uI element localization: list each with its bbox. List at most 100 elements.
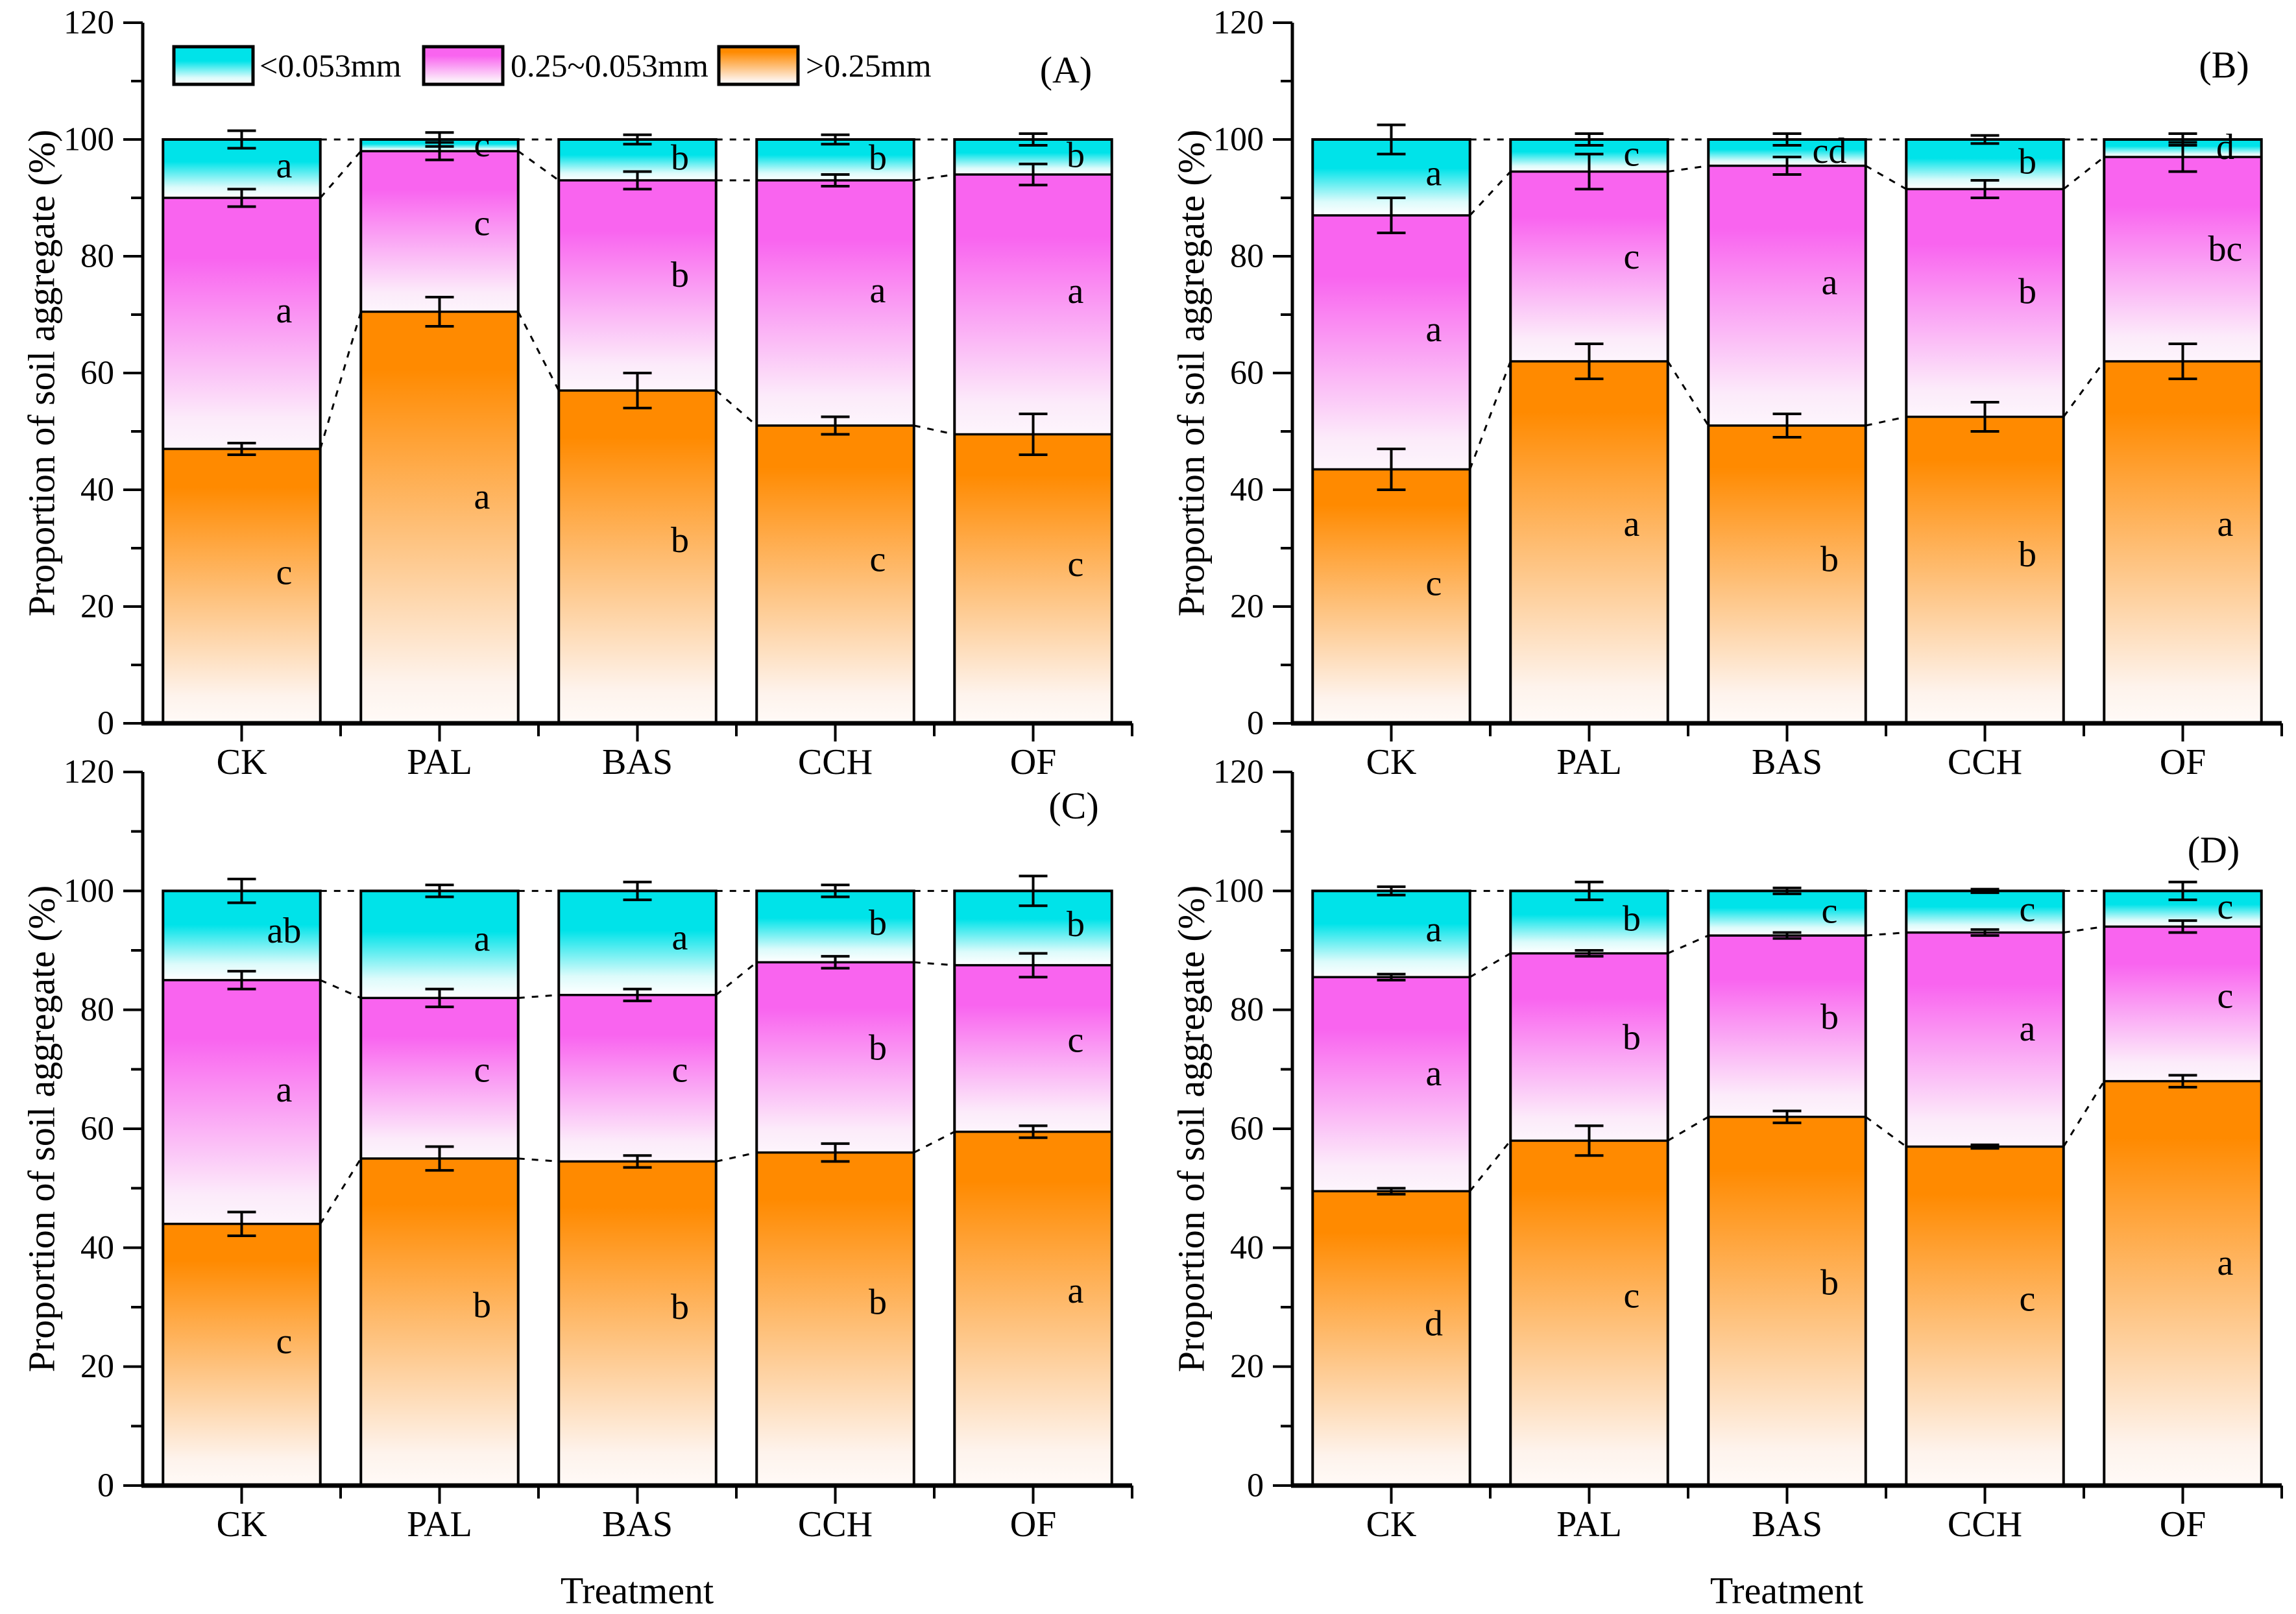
error-bar-BAS-gt025: [623, 372, 652, 409]
segment-PAL-mid: [361, 998, 518, 1159]
segment-CCH-gt025: [756, 426, 914, 723]
connector-dashed: [517, 311, 560, 391]
segment-OF-mid: [2104, 157, 2262, 361]
bar-CK: [162, 889, 322, 1488]
y-axis-title: Proportion of soil aggregate (%): [21, 130, 63, 617]
bar-CCH: [755, 138, 915, 725]
legend-label-gt025: >0.25mm: [806, 47, 932, 84]
sig-letter-CK-lt053: a: [1426, 909, 1442, 950]
error-bar-PAL-gt025: [425, 1145, 454, 1172]
bar-PAL: [359, 889, 520, 1488]
connector-dashed: [2062, 361, 2105, 418]
error-bar-BAS-lt053: [623, 880, 652, 902]
x-tick-label-BAS: BAS: [1752, 1504, 1822, 1545]
x-tick-label-OF: OF: [1010, 1504, 1057, 1545]
y-tick-label: 60: [1230, 1111, 1264, 1148]
error-bar-OF-gt025: [1019, 413, 1048, 456]
legend-swatch-lt053: [172, 45, 255, 86]
x-axis-title: Treatment: [1710, 1570, 1863, 1612]
sig-letter-BAS-lt053: a: [672, 918, 688, 958]
error-bar-CK-lt053: [227, 878, 256, 904]
bar-CCH: [1905, 889, 2065, 1488]
error-bar-CK-gt025: [1377, 448, 1406, 491]
y-tick-label: 120: [1213, 5, 1264, 42]
segment-BAS-gt025: [559, 391, 716, 723]
segment-BAS-gt025: [1708, 1116, 1866, 1486]
bar-CCH: [755, 889, 915, 1488]
sig-letter-OF-lt053: b: [1067, 904, 1085, 945]
y-tick-label: 80: [1230, 991, 1264, 1028]
panel-letter: (B): [2199, 44, 2249, 86]
error-bar-CCH-mid: [821, 173, 850, 187]
error-bar-BAS-lt053: [1772, 886, 1802, 895]
error-bar-OF-lt053: [1019, 874, 1048, 908]
segment-CK-gt025: [163, 449, 320, 723]
connector-dashed: [716, 1151, 757, 1162]
error-bar-PAL-lt053: [425, 131, 454, 148]
y-tick-label: 80: [80, 991, 114, 1028]
error-bar-CCH-mid: [821, 955, 850, 970]
bar-PAL: [1509, 138, 1669, 725]
error-bar-BAS-mid: [1772, 156, 1802, 176]
connector-dashed: [1865, 932, 1907, 937]
sig-letter-BAS-gt025: b: [1820, 1262, 1839, 1303]
segment-CK-mid: [163, 198, 320, 449]
segment-CK-lt053: [1312, 891, 1470, 978]
sig-letter-PAL-gt025: a: [474, 477, 490, 517]
sig-letter-PAL-gt025: b: [473, 1286, 491, 1326]
y-tick-label: 0: [1247, 705, 1264, 742]
error-bar-CK-gt025: [227, 1210, 256, 1237]
bar-CCH: [1905, 138, 2065, 725]
sig-letter-OF-mid: bc: [2208, 229, 2243, 269]
error-bar-BAS-gt025: [1772, 413, 1802, 439]
y-tick-label: 20: [80, 1348, 114, 1385]
error-bar-PAL-gt025: [425, 296, 454, 328]
segment-PAL-lt053: [1510, 891, 1668, 954]
error-bar-PAL-mid: [1575, 152, 1604, 191]
error-bar-CK-gt025: [1377, 1186, 1406, 1196]
legend-swatch-gt025: [717, 45, 800, 86]
error-bar-OF-lt053: [2168, 880, 2197, 902]
segment-BAS-mid: [559, 994, 716, 1162]
sig-letter-CK-mid: a: [276, 291, 293, 331]
segment-PAL-mid: [1510, 171, 1668, 361]
x-tick-label-CK: CK: [1366, 742, 1417, 782]
sig-letter-OF-gt025: a: [2217, 504, 2234, 544]
sig-letter-PAL-lt053: c: [1624, 134, 1640, 174]
error-bar-OF-mid: [2168, 919, 2197, 934]
error-bar-CCH-mid: [1970, 928, 2000, 937]
error-bar-BAS-mid: [623, 170, 652, 191]
sig-letter-OF-gt025: c: [1068, 544, 1084, 584]
x-tick-label-CK: CK: [217, 742, 267, 782]
error-bar-PAL-lt053: [1575, 880, 1604, 902]
connector-dashed: [1469, 1140, 1512, 1192]
segment-CK-gt025: [163, 1223, 320, 1486]
segment-PAL-gt025: [361, 311, 518, 723]
x-tick-label-PAL: PAL: [407, 1504, 472, 1545]
segment-CCH-lt053: [1906, 891, 2064, 933]
error-bar-CCH-mid: [1970, 179, 2000, 199]
y-tick-label: 60: [80, 355, 114, 392]
sig-letter-BAS-mid: b: [671, 255, 689, 295]
segment-OF-mid: [954, 965, 1112, 1132]
connector-dashed: [1469, 361, 1512, 470]
segment-OF-mid: [2104, 926, 2262, 1081]
error-bar-OF-lt053: [1019, 132, 1048, 147]
error-bar-CK-mid: [1377, 197, 1406, 234]
y-tick-label: 80: [80, 238, 114, 275]
sig-letter-PAL-gt025: a: [1624, 504, 1640, 544]
segment-OF-gt025: [954, 434, 1112, 723]
sig-letter-OF-lt053: b: [1067, 135, 1085, 175]
segment-CK-gt025: [1312, 469, 1470, 723]
x-tick-label-CCH: CCH: [798, 742, 873, 782]
bar-OF: [953, 889, 1113, 1488]
segment-BAS-lt053: [559, 891, 716, 995]
segment-PAL-mid: [1510, 953, 1668, 1141]
error-bar-CK-lt053: [1377, 123, 1406, 156]
sig-letter-OF-lt053: d: [2216, 127, 2234, 167]
connector-dashed: [1667, 934, 1709, 954]
error-bar-BAS-mid: [623, 987, 652, 1002]
error-bar-PAL-mid: [1575, 949, 1604, 958]
